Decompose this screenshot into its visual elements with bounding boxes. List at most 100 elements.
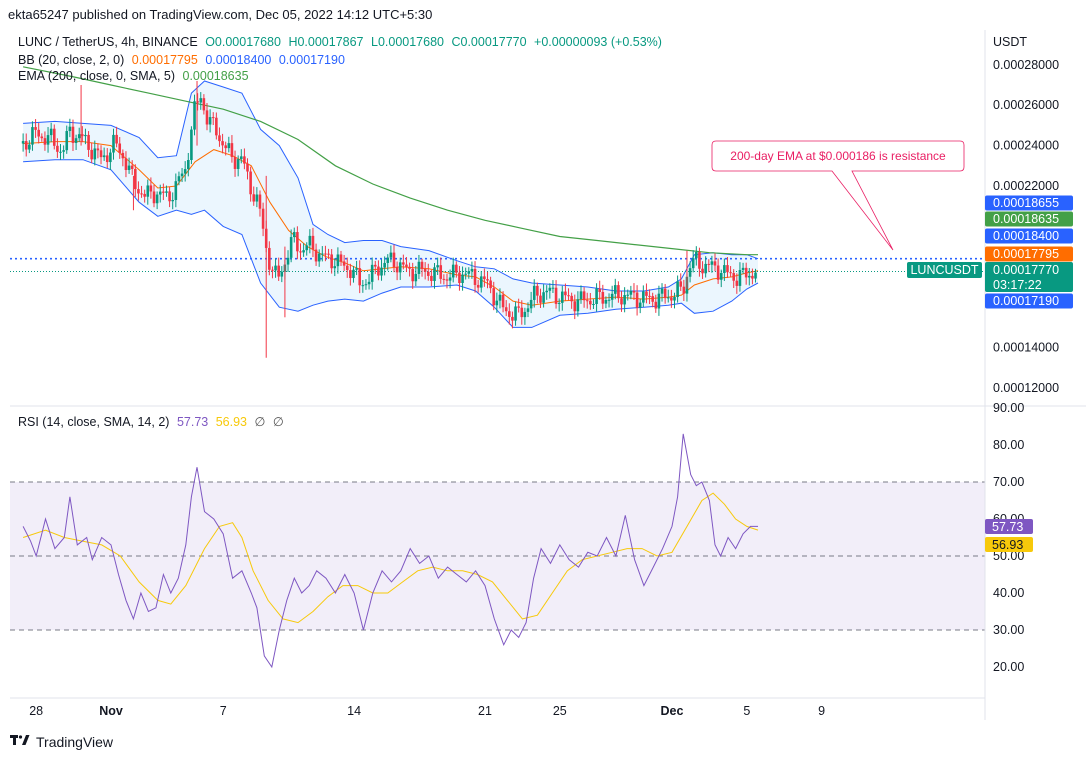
candle-body	[211, 117, 215, 119]
price-tick-label: 0.00028000	[993, 58, 1059, 72]
candle-body	[249, 171, 252, 195]
candle-body	[710, 261, 714, 265]
legend-rsi-label[interactable]: RSI (14, close, SMA, 14, 2)	[18, 415, 170, 429]
candle-body	[604, 299, 608, 304]
legend-symbol[interactable]: LUNC / TetherUS, 4h, BINANCE	[18, 35, 198, 49]
legend-bb-row: BB (20, close, 2, 0) 0.00017795 0.000184…	[18, 53, 349, 67]
candle-body	[420, 261, 424, 269]
candle-body	[380, 267, 383, 276]
candle-body	[579, 291, 583, 300]
axes: USDT 0.00012000 0.00014000 0.00022000 0.0002…	[10, 30, 1086, 720]
candle-body	[165, 191, 168, 193]
candle-body	[299, 251, 302, 253]
candle-body	[732, 273, 736, 281]
rsi-sma-line	[22, 492, 759, 624]
candle-body	[236, 159, 240, 169]
candle-body	[202, 98, 206, 111]
candle-body	[286, 257, 290, 265]
candle-body	[52, 128, 56, 146]
candle-body	[585, 300, 589, 302]
candle-body	[124, 158, 128, 171]
time-tick-label: 5	[743, 704, 750, 718]
candle-body	[358, 268, 362, 286]
candle-body	[193, 101, 196, 130]
candle-body	[632, 290, 636, 293]
candle-body	[511, 316, 514, 321]
candle-body	[582, 291, 586, 301]
candle-body	[68, 126, 72, 132]
candle-body	[243, 156, 246, 164]
candle-body	[24, 141, 28, 150]
candle-body	[542, 292, 545, 303]
candle-body	[208, 117, 212, 125]
tradingview-footer[interactable]: TradingView	[10, 733, 113, 750]
candle-body	[414, 273, 418, 282]
candle-body	[158, 191, 162, 195]
candle-body	[554, 287, 558, 304]
candle-body	[314, 249, 318, 262]
candle-body	[707, 263, 711, 265]
legend-open: O0.00017680	[205, 35, 281, 49]
candle-body	[333, 266, 337, 269]
candle-body	[679, 281, 683, 287]
candle-body	[564, 291, 567, 296]
candle-body	[137, 189, 140, 194]
candle-body	[31, 127, 34, 145]
candle-body	[373, 264, 377, 267]
candle-body	[155, 194, 159, 204]
candle-body	[479, 276, 483, 288]
candle-body	[271, 269, 274, 271]
candle-body	[34, 127, 37, 130]
time-tick-label: 28	[29, 704, 43, 718]
candle-body	[638, 302, 642, 308]
legend-na-2: ∅	[272, 415, 284, 429]
candle-body	[109, 152, 112, 163]
candle-body	[673, 297, 676, 301]
candle-body	[458, 272, 461, 283]
candle-body	[508, 311, 511, 317]
candle-body	[227, 143, 231, 149]
candle-body	[274, 265, 277, 271]
candle-body	[405, 264, 408, 267]
candle-body	[171, 199, 175, 202]
candle-body	[383, 262, 386, 268]
candle-body	[741, 267, 745, 270]
candle-body	[426, 271, 430, 276]
candle-body	[666, 297, 670, 299]
time-tick-label: Dec	[661, 704, 684, 718]
candle-body	[476, 284, 480, 288]
legend-ema-row: EMA (200, close, 0, SMA, 5) 0.00018635	[18, 69, 253, 83]
rsi-tick-label: 80.00	[993, 438, 1024, 452]
candle-body	[168, 191, 171, 202]
price-chart: 200-day EMA at $0.000186 is resistance	[10, 66, 985, 358]
candle-body	[345, 265, 349, 271]
legend-ema-label[interactable]: EMA (200, close, 0, SMA, 5)	[18, 69, 176, 83]
candle-body	[492, 288, 496, 306]
price-label: 0.00017795	[993, 247, 1059, 261]
candle-body	[470, 268, 474, 272]
rsi-sma-box	[985, 537, 1033, 552]
candle-body	[723, 265, 726, 274]
candle-body	[352, 269, 355, 279]
candle-body	[670, 297, 673, 301]
candle-body	[134, 168, 137, 190]
time-tick-label: 9	[818, 704, 825, 718]
candle-body	[377, 266, 380, 276]
price-label: 0.00018655	[993, 196, 1059, 210]
candle-body	[589, 300, 592, 305]
price-label-box	[985, 293, 1073, 309]
legend-bb-label[interactable]: BB (20, close, 2, 0)	[18, 53, 125, 67]
candle-body	[620, 298, 623, 305]
legend-symbol-row: LUNC / TetherUS, 4h, BINANCE O0.00017680…	[18, 35, 666, 49]
candle-body	[339, 254, 343, 262]
candle-body	[501, 294, 505, 308]
candle-body	[607, 299, 611, 301]
price-label-box	[985, 195, 1073, 211]
time-tick-label: 25	[553, 704, 567, 718]
candle-body	[701, 268, 704, 274]
candle-body	[573, 301, 577, 312]
candle-body	[451, 264, 455, 278]
candle-body	[71, 126, 75, 143]
price-axis-unit: USDT	[993, 35, 1027, 49]
